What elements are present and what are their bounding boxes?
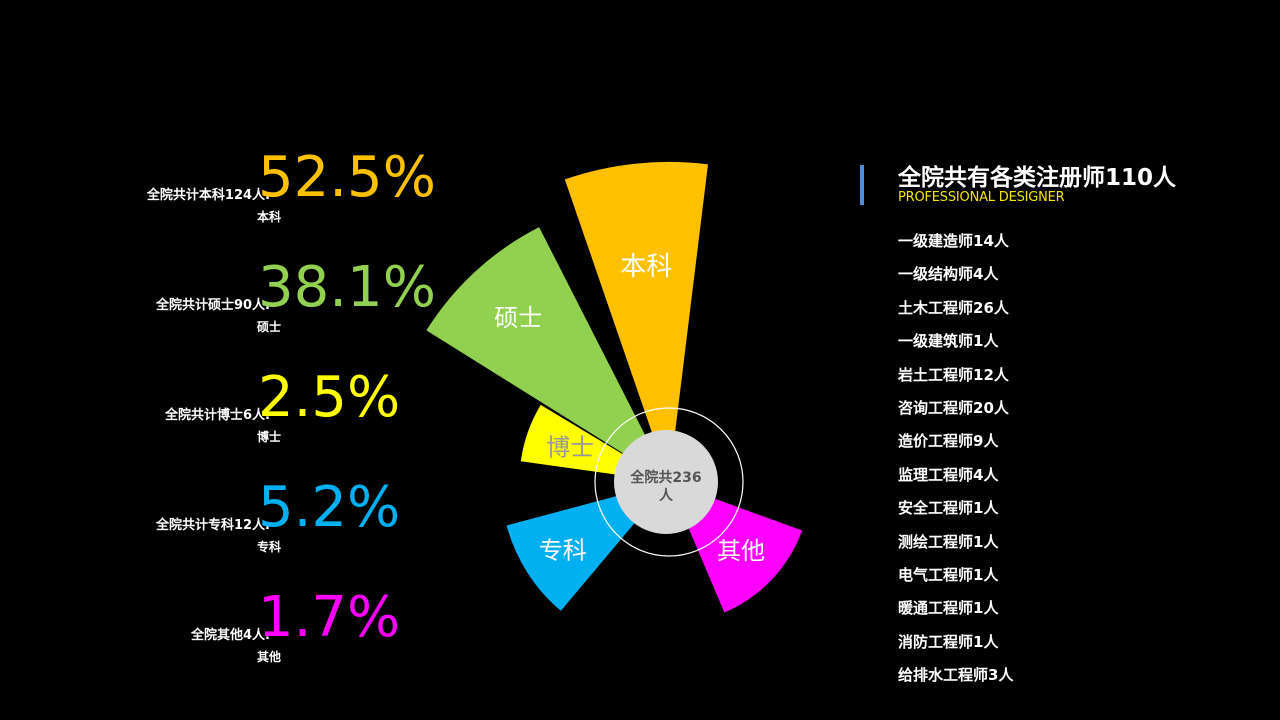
- center-disc: [614, 430, 718, 534]
- certificate-item: 消防工程师1人: [898, 632, 999, 651]
- stat-percent: 5.2%: [258, 475, 401, 540]
- registered-title: 全院共有各类注册师110人: [898, 165, 1177, 191]
- certificate-item: 造价工程师9人: [898, 432, 999, 451]
- certificate-item: 测绘工程师1人: [898, 532, 999, 551]
- stat-category: 本科: [257, 210, 282, 224]
- stat-percent: 2.5%: [258, 365, 401, 430]
- wedge-label: 本科: [620, 252, 672, 282]
- stat-percent: 1.7%: [258, 585, 401, 650]
- certificate-item: 电气工程师1人: [898, 565, 999, 584]
- certificate-item: 咨询工程师20人: [898, 398, 1009, 417]
- accent-bar: [860, 165, 864, 205]
- stat-row-master: 全院共计硕士90人. 38.1% 硕士: [100, 256, 440, 350]
- wedge-label: 其他: [717, 537, 765, 565]
- stat-row-college: 全院共计专科12人. 5.2% 专科: [100, 476, 440, 570]
- certificate-item: 给排水工程师3人: [898, 666, 1014, 685]
- stat-desc: 全院共计本科124人.: [146, 188, 270, 203]
- stat-category: 博士: [257, 430, 282, 444]
- certificate-item: 土木工程师26人: [898, 298, 1009, 317]
- wedge-label: 硕士: [494, 304, 542, 332]
- wedge-label: 专科: [539, 536, 587, 564]
- stat-percent: 38.1%: [258, 255, 436, 320]
- stat-desc: 全院其他4人.: [191, 628, 270, 643]
- certificate-item: 安全工程师1人: [898, 499, 999, 518]
- wedge-label: 博士: [546, 434, 594, 462]
- certificate-item: 一级建筑师1人: [898, 332, 999, 351]
- certificate-item: 监理工程师4人: [898, 465, 999, 484]
- stat-desc: 全院共计专科12人.: [155, 518, 270, 533]
- certificate-item: 一级结构师4人: [898, 265, 999, 284]
- stat-desc: 全院共计博士6人.: [165, 408, 270, 423]
- certificate-item: 一级建造师14人: [898, 232, 1009, 250]
- certificate-item: 岩土工程师12人: [898, 365, 1009, 384]
- stat-desc: 全院共计硕士90人.: [155, 298, 270, 313]
- center-ring: [594, 407, 744, 557]
- stat-row-bachelor: 全院共计本科124人. 52.5% 本科: [100, 146, 440, 240]
- rose-wedge: [564, 162, 708, 482]
- rose-wedge: [426, 227, 669, 482]
- stat-category: 其他: [257, 650, 282, 664]
- stat-row-doctor: 全院共计博士6人. 2.5% 博士: [100, 366, 440, 460]
- stat-row-other: 全院其他4人. 1.7% 其他: [100, 586, 440, 680]
- stat-category: 硕士: [257, 320, 282, 334]
- stat-percent: 52.5%: [258, 145, 436, 210]
- certificate-item: 暖通工程师1人: [898, 599, 999, 618]
- center-label: 全院共236 人: [629, 469, 701, 504]
- registered-subtitle: PROFESSIONAL DESIGNER: [898, 190, 1065, 205]
- stat-category: 专科: [257, 540, 282, 554]
- certificate-list: 一级建造师14人 一级结构师4人 土木工程师26人 一级建筑师1人 岩土工程师12人 咨询…: [898, 230, 1013, 697]
